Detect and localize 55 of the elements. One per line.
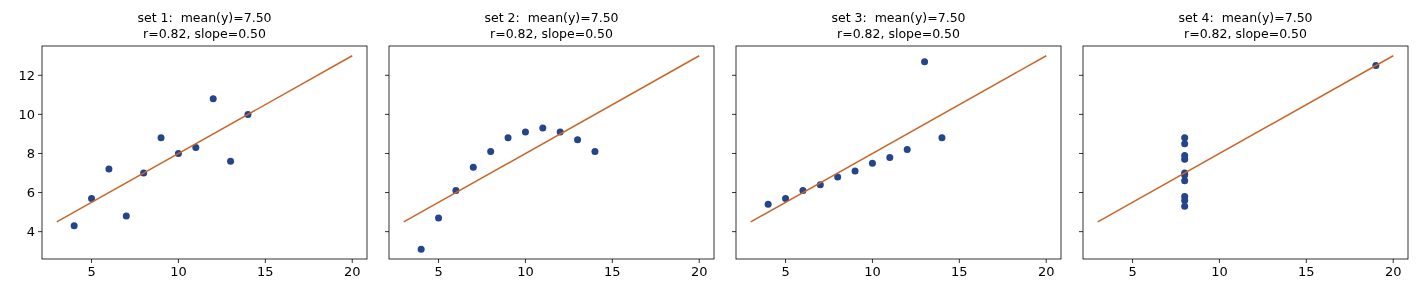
point bbox=[764, 200, 772, 208]
point bbox=[435, 214, 443, 222]
point bbox=[504, 134, 512, 142]
x-tick-label: 5 bbox=[1128, 264, 1137, 279]
x-tick-label: 20 bbox=[1037, 264, 1055, 279]
point bbox=[868, 159, 876, 167]
point bbox=[539, 124, 547, 132]
point bbox=[886, 153, 894, 161]
point bbox=[1181, 151, 1189, 159]
x-tick-label: 5 bbox=[781, 264, 790, 279]
chart-title: set 2: mean(y)=7.50 r=0.82, slope=0.50 bbox=[484, 10, 619, 41]
point bbox=[851, 167, 859, 175]
point bbox=[903, 146, 911, 154]
x-tick-label: 15 bbox=[604, 264, 621, 279]
x-tick-label: 10 bbox=[1211, 264, 1228, 279]
x-tick-label: 5 bbox=[434, 264, 443, 279]
point bbox=[1181, 177, 1189, 185]
y-tick-label: 8 bbox=[26, 145, 35, 161]
y-tick-label: 10 bbox=[18, 106, 35, 122]
y-tick-label: 4 bbox=[26, 224, 35, 240]
x-tick-label: 20 bbox=[1384, 264, 1402, 279]
x-tick-label: 10 bbox=[170, 264, 187, 279]
x-tick-label: 15 bbox=[951, 264, 968, 279]
point bbox=[70, 222, 78, 230]
point bbox=[1181, 140, 1189, 148]
point bbox=[938, 134, 946, 142]
x-tick-label: 10 bbox=[864, 264, 881, 279]
chart-title: set 3: mean(y)=7.50 r=0.82, slope=0.50 bbox=[831, 10, 966, 41]
y-tick-label: 12 bbox=[18, 67, 35, 83]
x-tick-label: 10 bbox=[517, 264, 534, 279]
point bbox=[88, 194, 96, 202]
chart-title: set 1: mean(y)=7.50 r=0.82, slope=0.50 bbox=[137, 10, 272, 41]
point bbox=[591, 148, 599, 156]
x-tick-label: 15 bbox=[1298, 264, 1315, 279]
point bbox=[1181, 134, 1189, 142]
y-tick-label: 6 bbox=[26, 185, 35, 201]
point bbox=[469, 163, 477, 171]
point bbox=[782, 194, 790, 202]
point bbox=[192, 144, 200, 152]
point bbox=[487, 148, 495, 156]
point bbox=[1181, 202, 1189, 210]
x-tick-label: 15 bbox=[257, 264, 274, 279]
point bbox=[227, 157, 235, 165]
x-tick-label: 20 bbox=[690, 264, 708, 279]
x-tick-label: 5 bbox=[87, 264, 96, 279]
point bbox=[122, 212, 130, 220]
point bbox=[574, 136, 582, 144]
chart-title: set 4: mean(y)=7.50 r=0.82, slope=0.50 bbox=[1178, 10, 1313, 41]
point bbox=[417, 245, 425, 253]
point bbox=[105, 165, 113, 173]
point bbox=[157, 134, 165, 142]
point bbox=[209, 95, 217, 103]
x-tick-label: 20 bbox=[343, 264, 361, 279]
point bbox=[521, 128, 529, 136]
point bbox=[921, 58, 929, 66]
